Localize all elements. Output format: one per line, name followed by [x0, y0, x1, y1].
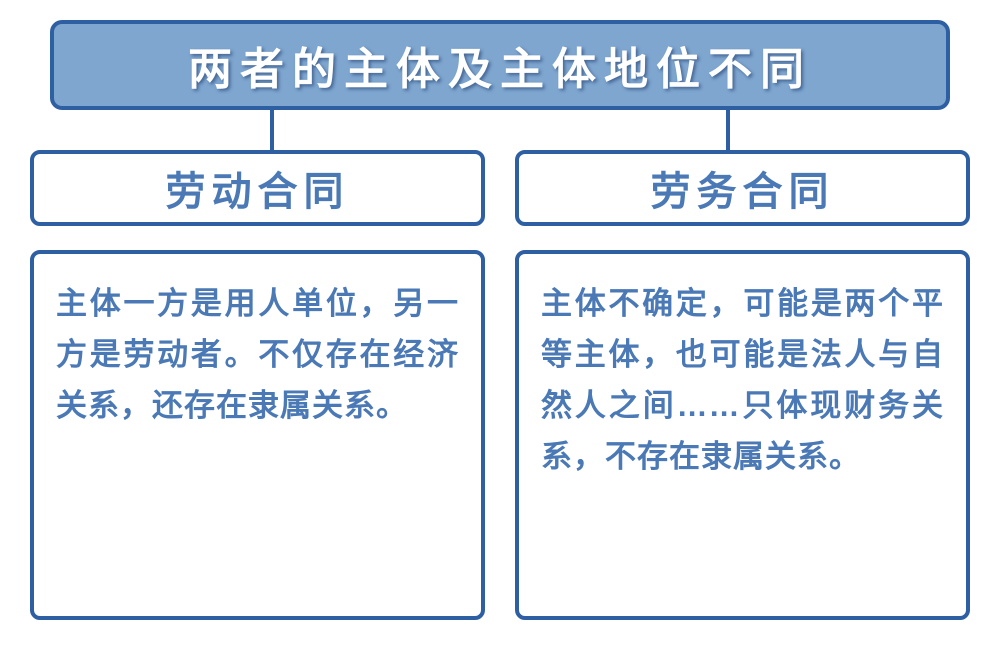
connector-left — [270, 106, 274, 150]
left-heading-text: 劳动合同 — [166, 159, 350, 217]
connector-row — [50, 110, 950, 150]
right-body-text: 主体不确定，可能是两个平等主体，也可能是法人与自然人之间……只体现财务关系，不存… — [541, 278, 944, 483]
columns: 劳动合同 主体一方是用人单位，另一方是劳动者。不仅存在经济关系，还存在隶属关系。… — [30, 150, 970, 620]
left-heading-box: 劳动合同 — [30, 150, 485, 226]
title-box: 两者的主体及主体地位不同 — [50, 20, 950, 110]
comparison-diagram: 两者的主体及主体地位不同 劳动合同 主体一方是用人单位，另一方是劳动者。不仅存在… — [30, 20, 970, 646]
left-column: 劳动合同 主体一方是用人单位，另一方是劳动者。不仅存在经济关系，还存在隶属关系。 — [30, 150, 485, 620]
right-heading-text: 劳务合同 — [651, 159, 835, 217]
left-body-text: 主体一方是用人单位，另一方是劳动者。不仅存在经济关系，还存在隶属关系。 — [56, 278, 459, 431]
title-text: 两者的主体及主体地位不同 — [188, 33, 812, 97]
connector-right — [726, 106, 730, 150]
left-body-box: 主体一方是用人单位，另一方是劳动者。不仅存在经济关系，还存在隶属关系。 — [30, 250, 485, 620]
right-column: 劳务合同 主体不确定，可能是两个平等主体，也可能是法人与自然人之间……只体现财务… — [515, 150, 970, 620]
right-body-box: 主体不确定，可能是两个平等主体，也可能是法人与自然人之间……只体现财务关系，不存… — [515, 250, 970, 620]
right-heading-box: 劳务合同 — [515, 150, 970, 226]
